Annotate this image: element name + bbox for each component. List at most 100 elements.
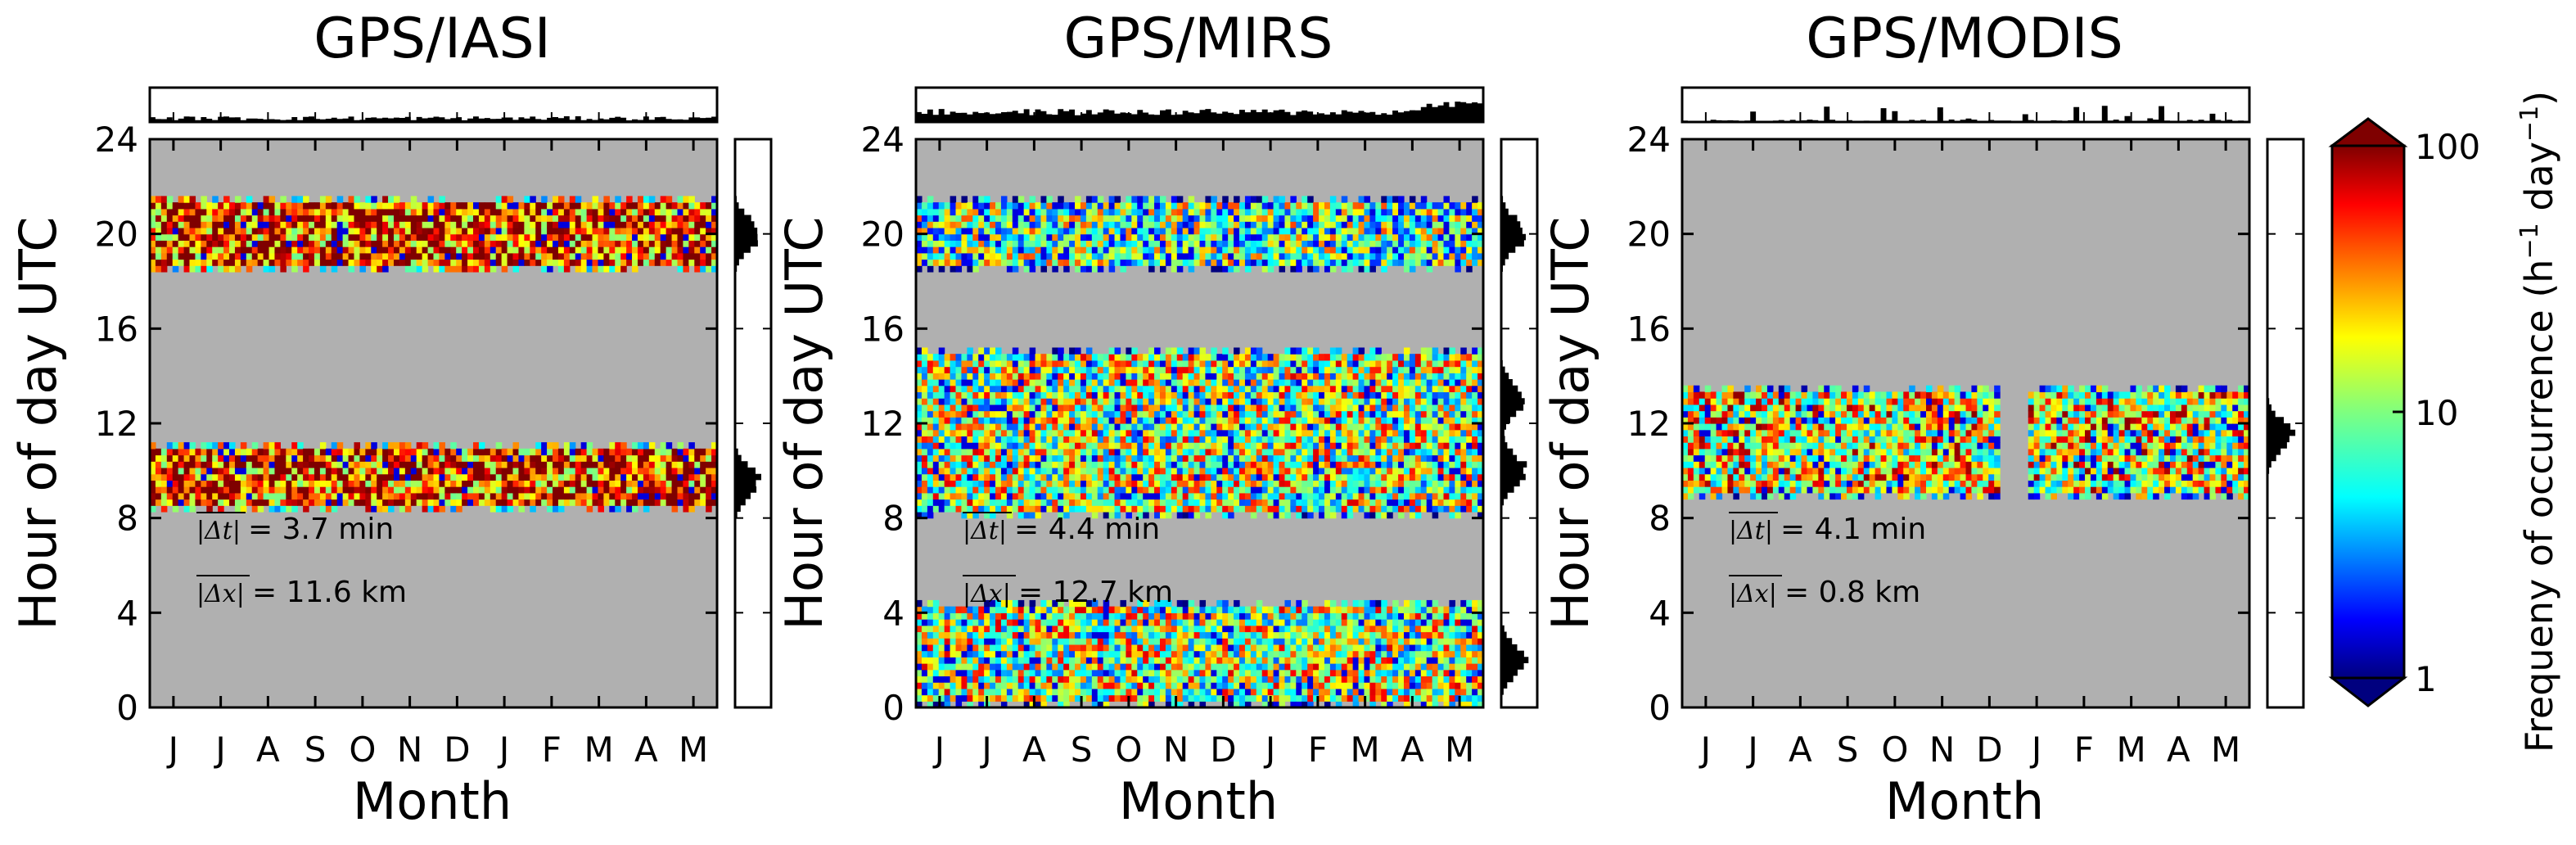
heatmap-cell [990, 373, 996, 380]
heatmap-cell [1154, 688, 1161, 696]
heatmap-cell [1114, 606, 1121, 613]
heatmap-cell [592, 467, 599, 475]
heatmap-cell [938, 638, 945, 645]
heatmap-cell [489, 246, 497, 254]
heatmap-cell [450, 461, 457, 468]
heatmap-cell [195, 208, 201, 216]
heatmap-cell [637, 461, 644, 468]
heatmap-cell [354, 227, 361, 235]
heatmap-cell [1023, 454, 1031, 462]
heatmap-cell [1143, 423, 1149, 431]
heatmap-cell [1103, 682, 1110, 689]
heatmap-cell [990, 650, 996, 657]
heatmap-cell [1085, 379, 1093, 386]
heatmap-cell [150, 259, 156, 266]
heatmap-cell [1108, 657, 1116, 664]
heatmap-cell [495, 233, 503, 241]
heatmap-cell [212, 246, 219, 254]
heatmap-cell [325, 486, 332, 494]
heatmap-cell [1398, 688, 1405, 696]
heatmap-cell [620, 265, 627, 273]
heatmap-cell [990, 473, 996, 481]
heatmap-cell [439, 208, 445, 216]
heatmap-cell [921, 688, 928, 696]
heatmap-cell [955, 423, 963, 431]
heatmap-cell [1058, 398, 1064, 405]
heatmap-cell [1250, 694, 1257, 702]
heatmap-cell [234, 215, 241, 222]
heatmap-cell [240, 499, 247, 506]
heatmap-cell [172, 259, 179, 266]
heatmap-cell [507, 486, 514, 494]
heatmap-cell [1091, 429, 1099, 437]
heatmap-cell [1017, 404, 1025, 412]
heatmap-cell [1017, 373, 1025, 380]
heatmap-cell [444, 202, 451, 210]
heatmap-cell [1006, 625, 1013, 633]
heatmap-cell [955, 486, 963, 494]
heatmap-cell [535, 215, 542, 222]
heatmap-cell [944, 385, 951, 393]
heatmap-cell [166, 240, 174, 247]
heatmap-cell [1154, 663, 1161, 671]
heatmap-cell [563, 227, 571, 235]
heatmap-cell [291, 202, 298, 210]
heatmap-cell [995, 417, 1002, 424]
heatmap-cell [303, 202, 309, 210]
heatmap-cell [1029, 354, 1036, 361]
heatmap-cell [183, 233, 191, 241]
heatmap-cell [1103, 650, 1110, 657]
heatmap-cell [1080, 467, 1087, 475]
heatmap-cell [268, 480, 276, 487]
heatmap-cell [1040, 492, 1047, 500]
heatmap-cell [189, 448, 196, 456]
heatmap-cell [229, 202, 236, 210]
heatmap-cell [1000, 473, 1008, 481]
heatmap-cell [501, 467, 508, 475]
heatmap-cell [535, 492, 542, 500]
heatmap-cell [643, 499, 650, 506]
heatmap-cell [467, 454, 474, 462]
heatmap-cell [592, 473, 599, 481]
heatmap-cell [671, 480, 679, 487]
heatmap-cell [1159, 631, 1166, 639]
heatmap-cell [1460, 625, 1467, 633]
heatmap-cell [1279, 638, 1286, 645]
heatmap-cell [246, 259, 253, 266]
heatmap-cell [1239, 612, 1246, 620]
heatmap-cell [1097, 657, 1104, 664]
heatmap-cell [399, 215, 406, 222]
heatmap-cell [1171, 669, 1178, 677]
heatmap-cell [427, 252, 435, 260]
heatmap-cell [518, 246, 525, 254]
heatmap-cell [160, 480, 168, 487]
heatmap-cell [1114, 650, 1121, 657]
heatmap-cell [1120, 373, 1127, 380]
heatmap-cell [280, 492, 286, 500]
heatmap-cell [1143, 657, 1149, 664]
heatmap-cell [1466, 606, 1473, 613]
heatmap-cell [660, 480, 667, 487]
heatmap-cell [501, 473, 508, 481]
heatmap-cell [1324, 657, 1331, 664]
heatmap-cell [495, 202, 503, 210]
heatmap-cell [1222, 612, 1229, 620]
heatmap-cell [1006, 379, 1013, 386]
heatmap-cell [1029, 505, 1036, 513]
heatmap-cell [1058, 347, 1064, 355]
heatmap-cell [1120, 663, 1127, 671]
heatmap-cell [972, 644, 979, 652]
heatmap-cell [399, 240, 406, 247]
heatmap-cell [1058, 638, 1064, 645]
heatmap-cell [1159, 638, 1166, 645]
heatmap-cell [1329, 599, 1337, 608]
heatmap-cell [1477, 657, 1484, 664]
heatmap-cell [1035, 404, 1042, 412]
heatmap-cell [1256, 644, 1263, 652]
heatmap-cell [189, 221, 196, 228]
heatmap-cell [1414, 599, 1422, 608]
heatmap-cell [1035, 373, 1042, 380]
heatmap-cell [263, 227, 270, 235]
heatmap-cell [932, 682, 940, 689]
heatmap-cell [938, 480, 945, 487]
